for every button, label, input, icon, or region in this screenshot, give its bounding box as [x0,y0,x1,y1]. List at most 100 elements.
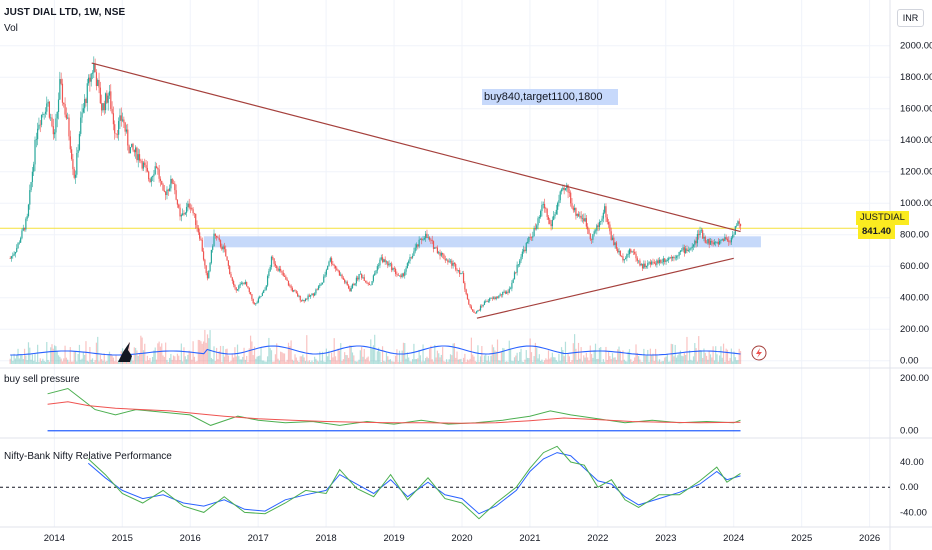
candle-body [158,169,160,179]
volume-bar [528,358,530,364]
volume-bar [148,360,150,364]
candle-body [282,272,284,276]
volume-bar [354,361,356,364]
candle-body [639,260,641,266]
currency-button[interactable]: INR [897,9,924,27]
candle-body [239,283,241,286]
volume-bar [316,360,318,364]
candle-body [384,259,386,263]
volume-bar [342,359,344,364]
candle-body [487,300,489,302]
candle-body [142,162,145,169]
volume-bar [481,346,483,364]
candle-body [312,293,314,296]
candle-body [40,114,43,125]
volume-bar [540,360,542,364]
candle-body [189,207,192,209]
volume-bar [428,349,431,364]
volume-bar [641,361,644,364]
volume-bar [269,348,271,364]
annotation-note[interactable]: buy840,target1100,1800 [482,89,618,105]
volume-bar [200,341,202,364]
candle-body [172,183,175,185]
candle-body [225,249,227,257]
candle-body [240,283,243,284]
candle-body [669,257,671,259]
candle-body [18,242,20,244]
candle-body [423,238,425,240]
volume-bar [517,361,520,364]
volume-bar [550,357,552,364]
volume-bar [353,355,355,364]
volume-bar [112,357,115,364]
volume-bar [118,360,120,364]
volume-bar [396,349,398,364]
volume-bar [185,359,188,364]
candle-body [732,234,734,238]
candle-body [426,233,428,238]
candle-body [520,256,522,261]
volume-bar [580,347,582,364]
candle-body [448,261,450,263]
volume-bar [639,359,641,364]
candle-body [579,215,581,217]
volume-bar [302,354,304,364]
volume-bar [281,352,283,364]
candle-body [482,304,484,307]
volume-bar [449,354,452,364]
candle-body [554,214,556,217]
candle-body [709,240,712,245]
volume-bar [717,361,719,364]
candle-body [529,237,531,238]
volume-bar [691,360,693,364]
candle-body [91,72,94,74]
candle-body [549,219,551,225]
candle-body [46,103,48,112]
volume-bar [107,354,109,364]
candle-body [601,218,603,222]
candle-body [536,225,538,229]
volume-bar [726,349,729,364]
volume-bar [94,360,96,364]
volume-bar [664,357,666,364]
candle-body [691,246,693,249]
volume-bar [602,359,604,364]
candle-body [166,189,168,196]
volume-bar [626,361,628,364]
volume-bar [460,358,462,364]
y-tick-label: 1200.00 [900,167,932,178]
volume-bar [178,355,180,364]
volume-bar [98,361,100,364]
candle-body [349,288,351,292]
candle-body [703,236,705,239]
volume-bar [711,357,713,364]
candle-body [104,93,107,111]
volume-bar [91,358,94,364]
x-tick-label: 2015 [112,533,133,544]
volume-bar [320,360,322,364]
volume-bar [489,361,491,364]
volume-bar [705,355,708,364]
volume-bar [9,358,11,364]
volume-bar [337,348,339,364]
candle-body [698,234,700,236]
candle-body [155,166,158,169]
candle-body [555,209,557,215]
volume-bar [493,347,495,364]
volume-bar [332,357,334,364]
candle-body [362,277,364,278]
candle-body [340,274,342,276]
candle-body [259,296,261,299]
volume-bar [276,343,278,364]
candle-body [661,262,663,263]
candle-body [64,104,66,115]
candle-body [658,259,661,263]
candle-body [212,246,214,250]
candle-body [60,79,62,84]
volume-bar [638,356,640,364]
volume-bar [142,350,145,364]
candle-body [242,283,244,284]
volume-bar [415,359,418,364]
candle-body [408,261,410,264]
